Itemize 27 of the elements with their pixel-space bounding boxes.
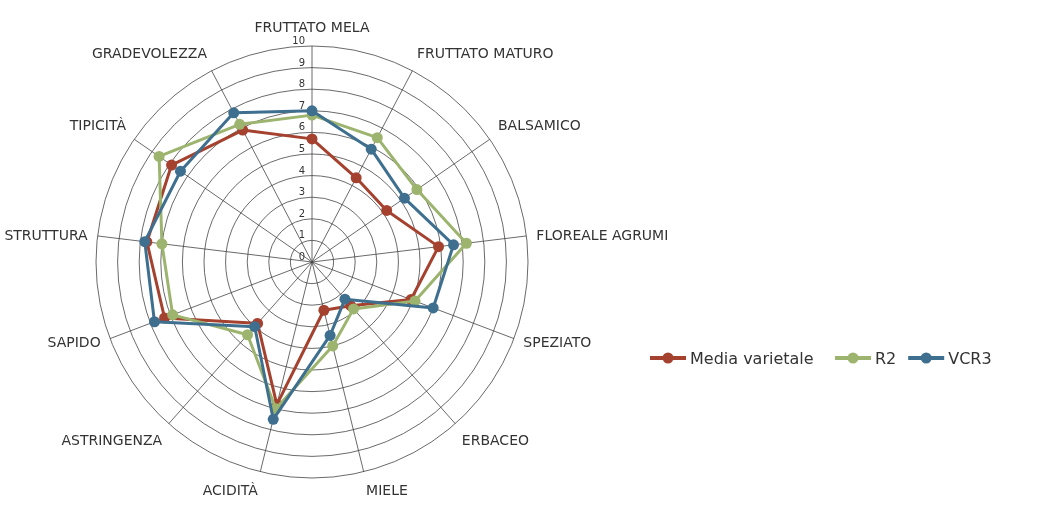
spoke-label: SAPIDO: [47, 334, 101, 351]
spoke-label: FLOREALE AGRUMI: [536, 226, 669, 243]
y-tick-label: 10: [292, 35, 305, 46]
y-tick-label: 6: [298, 121, 305, 133]
y-tick-label: 3: [298, 186, 305, 198]
spoke-label: TIPICITÀ: [68, 116, 127, 133]
y-tick-label: 9: [298, 56, 305, 68]
spoke-label: STRUTTURA: [4, 226, 89, 243]
y-tick-label: 1: [298, 229, 305, 241]
legend-label: R2: [875, 349, 897, 368]
spoke-label: SPEZIATO: [523, 334, 592, 351]
spoke-label: MIELE: [366, 482, 408, 499]
spoke-label: FRUTTATO MELA: [254, 19, 370, 35]
legend-label: VCR3: [948, 349, 992, 368]
y-tick-label: 4: [298, 164, 305, 176]
y-tick-label: 7: [298, 99, 305, 111]
spoke-label: ASTRINGENZA: [61, 432, 163, 449]
legend-label: Media varietale: [690, 349, 814, 368]
spoke-label: GRADEVOLEZZA: [92, 44, 208, 61]
y-tick-label: 0: [298, 251, 305, 262]
y-tick-label: 5: [298, 143, 305, 154]
spoke-label: ERBACEO: [461, 432, 530, 449]
spoke-label: FRUTTATO MATURO: [417, 44, 554, 61]
y-tick-label: 2: [298, 207, 305, 219]
y-tick-label: 8: [298, 78, 305, 90]
spoke-label: ACIDITÀ: [202, 482, 259, 499]
spoke-label: BALSAMICO: [497, 116, 581, 133]
